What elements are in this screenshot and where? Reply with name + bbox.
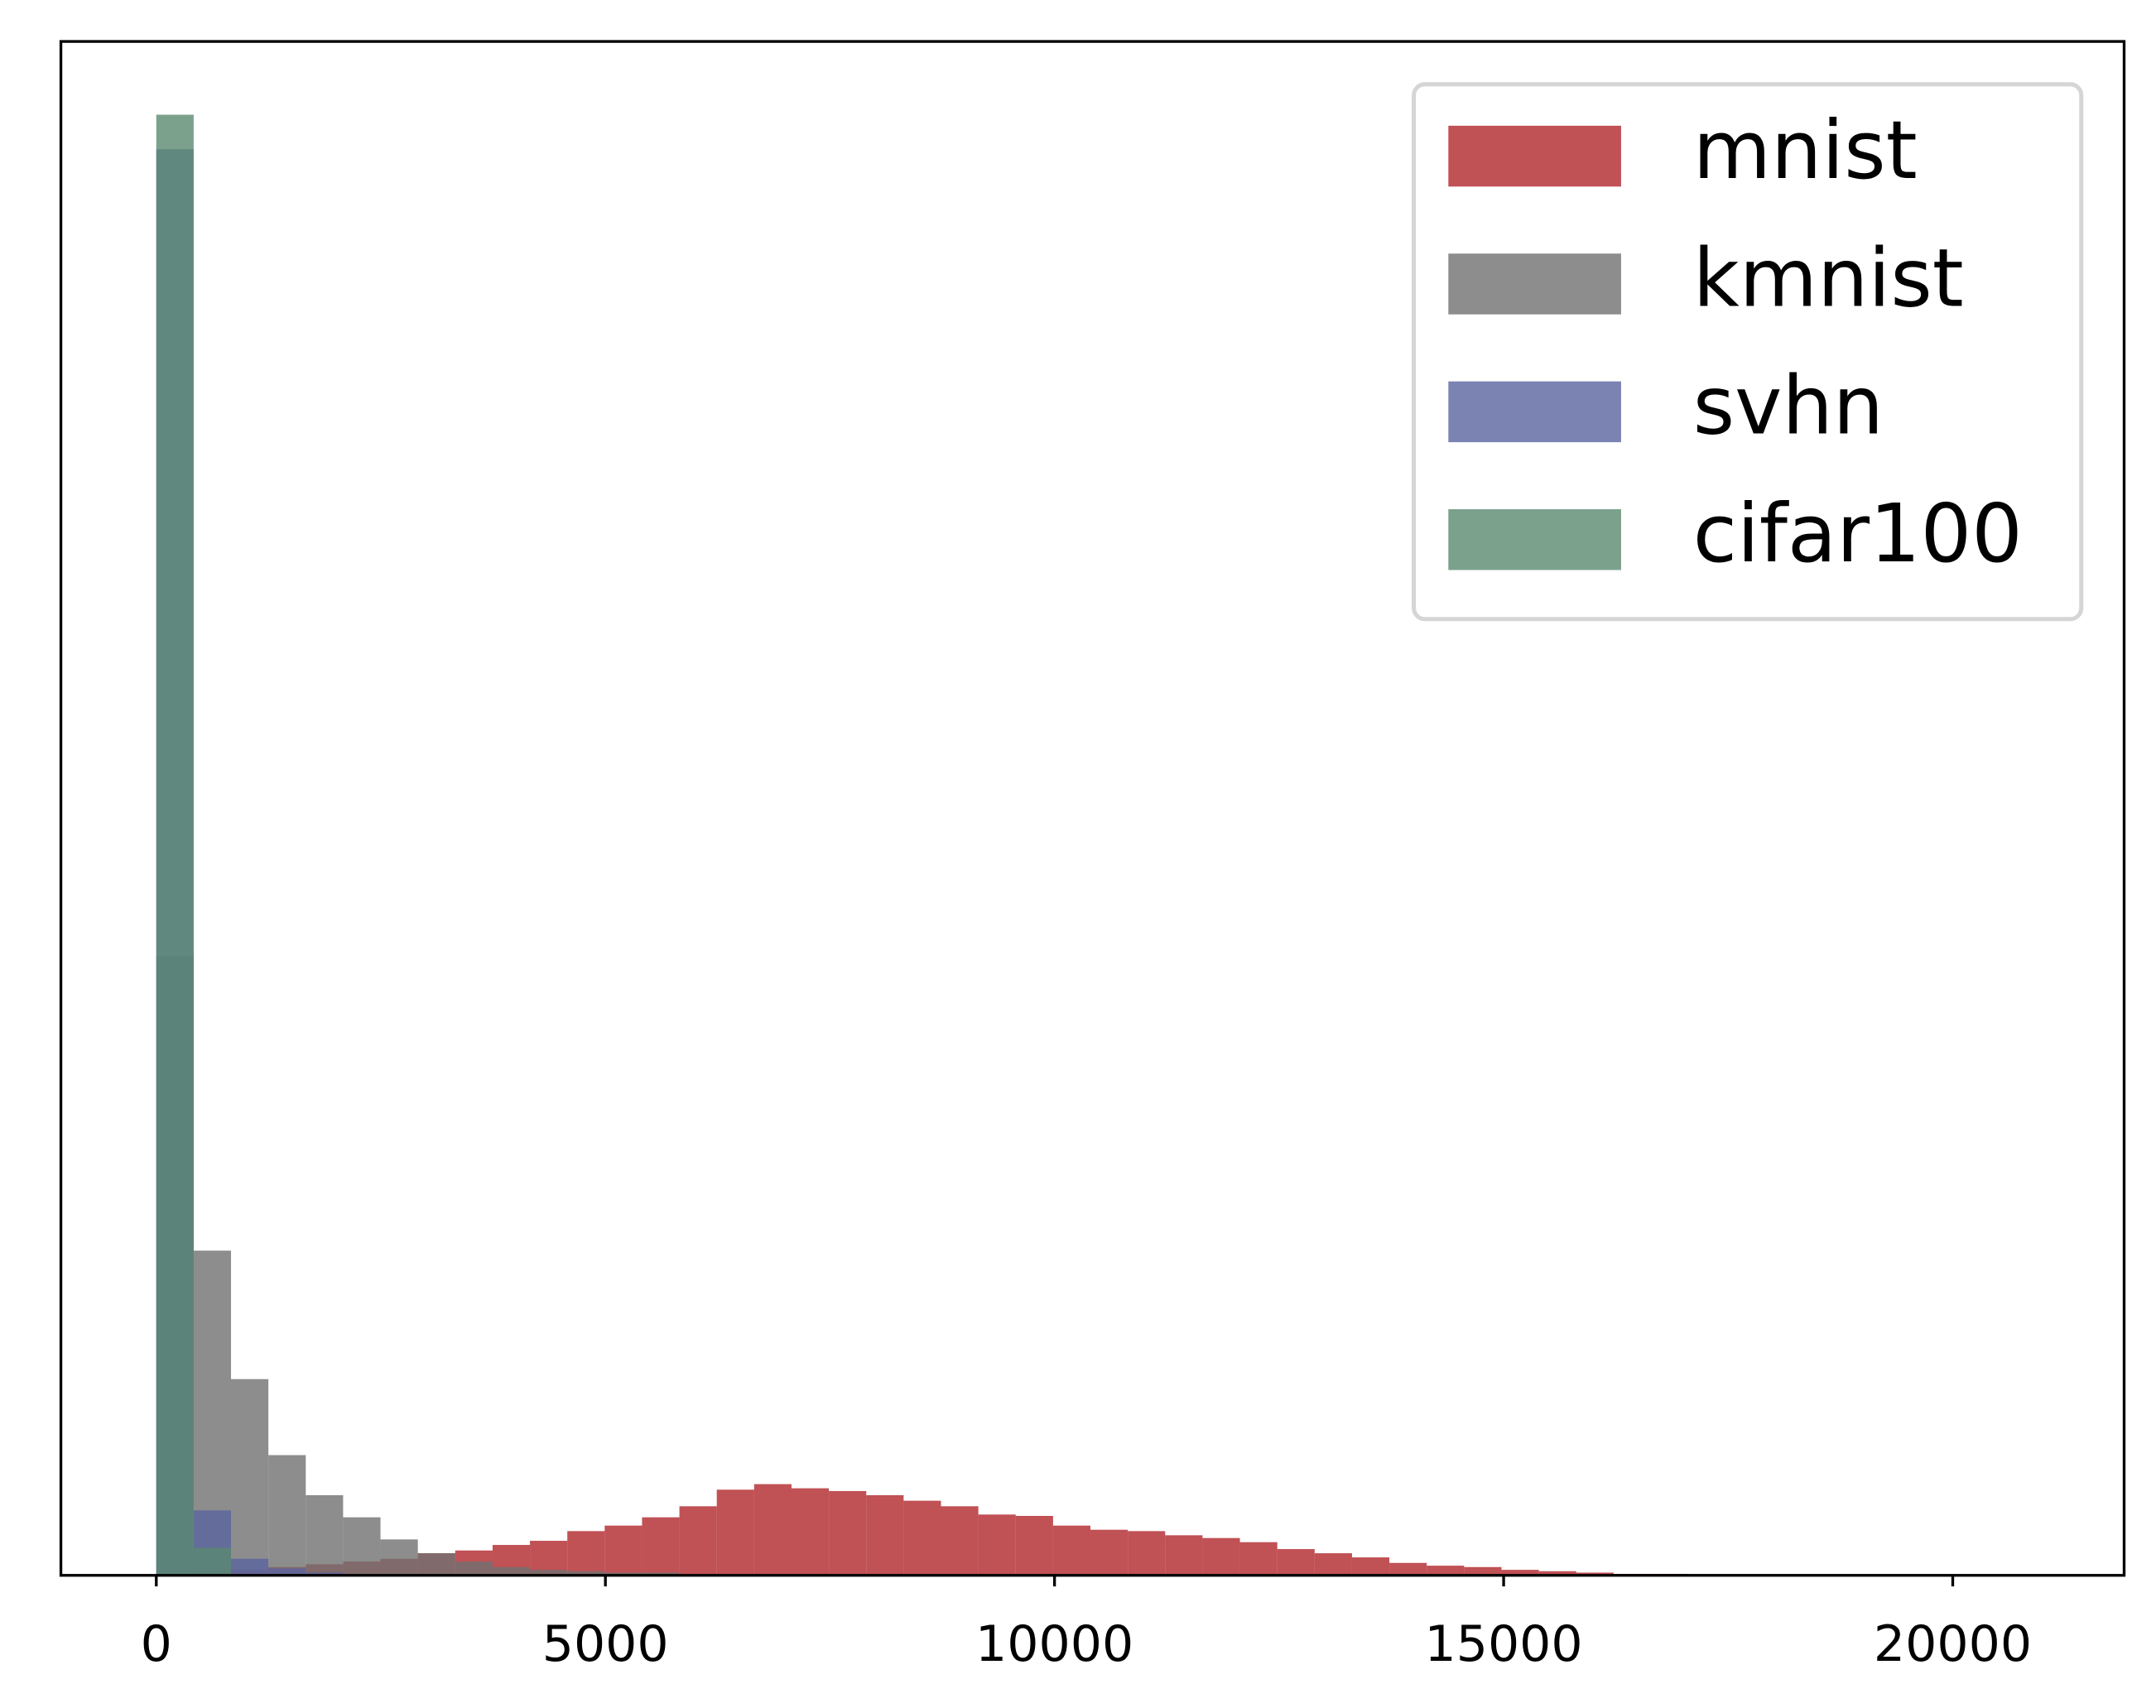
x-tick-label: 10000 [975,1615,1133,1673]
bar [679,1506,717,1576]
bar [716,1489,754,1576]
bar [380,1539,418,1576]
bar [156,114,194,1576]
bar [1501,1570,1539,1576]
bar [231,1378,269,1576]
bar [642,1517,680,1576]
x-tick-label: 5000 [542,1615,669,1673]
bar [1239,1542,1278,1576]
x-tick-label: 0 [141,1615,172,1673]
bar [530,1570,568,1576]
bar [306,1494,344,1576]
bar [1314,1553,1352,1576]
x-tick-label: 15000 [1425,1615,1583,1673]
legend: mnist kmnist svhn cifar100 [1412,82,2084,622]
bar [1427,1566,1465,1576]
bar [604,1525,642,1576]
bar [1277,1549,1315,1576]
bar [866,1494,904,1576]
legend-swatch [1448,125,1621,187]
bar [343,1517,381,1576]
bar [1351,1557,1390,1576]
bar [1052,1525,1091,1576]
bar [231,1558,269,1576]
bar [1165,1535,1203,1576]
legend-swatch [1448,253,1621,315]
legend-label: svhn [1693,359,1884,453]
bar [567,1531,605,1576]
bar [1015,1515,1053,1576]
legend-label: cifar100 [1693,487,2023,580]
bar [268,1568,306,1576]
bar [193,1547,232,1576]
bar [1464,1566,1502,1576]
legend-label: kmnist [1693,231,1964,325]
bar [1538,1571,1576,1576]
legend-swatch [1448,381,1621,443]
legend-label: mnist [1693,103,1918,197]
bar [941,1506,979,1576]
bar [492,1566,531,1576]
bar [1389,1562,1427,1576]
bar [1202,1537,1240,1576]
bar [567,1571,605,1576]
bar [829,1490,867,1576]
bar [978,1514,1016,1576]
axes-frame [59,40,2126,1577]
bar [1090,1529,1129,1576]
bar [791,1488,830,1576]
x-tick-label: 20000 [1874,1615,2032,1673]
bar [1128,1531,1166,1576]
bar [530,1541,568,1576]
legend-swatch [1448,509,1621,570]
bar [903,1500,941,1576]
bar [417,1553,455,1576]
legend-frame [1412,82,2084,622]
bar [753,1484,792,1576]
bar [268,1455,306,1576]
bar [455,1561,493,1576]
